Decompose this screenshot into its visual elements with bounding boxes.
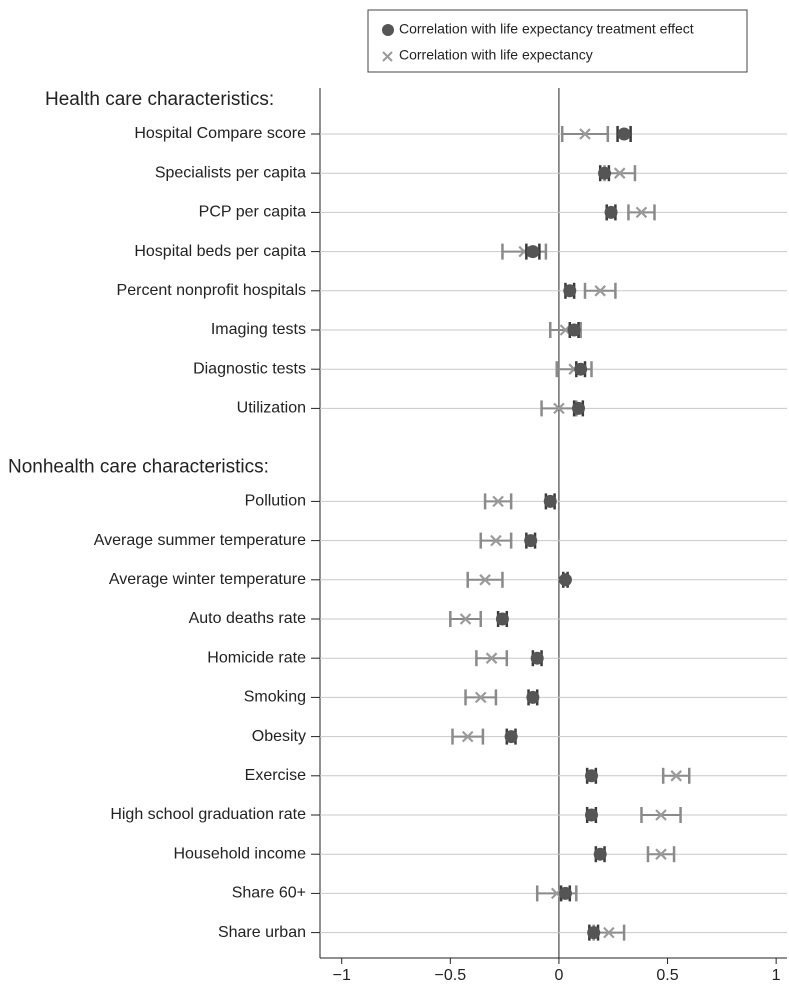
category-label: Hospital Compare score [134, 125, 306, 142]
point [574, 362, 588, 376]
category-label: Utilization [237, 400, 306, 417]
category-label: Pollution [245, 493, 306, 510]
category-label: Imaging tests [211, 321, 306, 338]
category-label: Hospital beds per capita [134, 243, 306, 260]
legend-marker [382, 24, 394, 36]
point [530, 651, 544, 665]
point [571, 401, 585, 415]
section-title: Health care characteristics: [45, 89, 274, 110]
point [459, 613, 472, 625]
section-title: Nonhealth care characteristics: [8, 456, 269, 477]
point [474, 691, 487, 704]
x-tick-label: −1 [333, 967, 351, 984]
x-tick-label: 0.5 [656, 967, 678, 984]
point [563, 284, 577, 298]
x-tick-label: 0 [554, 967, 563, 984]
point [479, 574, 491, 586]
category-label: Obesity [252, 728, 306, 745]
point [617, 127, 631, 141]
point [558, 573, 572, 587]
point [526, 690, 540, 704]
legend-marker [382, 51, 393, 62]
category-label: Auto deaths rate [189, 610, 307, 627]
point [604, 205, 618, 219]
legend-label: Correlation with life expectancy treatme… [399, 21, 694, 37]
category-label: Household income [173, 845, 306, 862]
point [579, 128, 591, 140]
category-label: Percent nonprofit hospitals [117, 282, 306, 299]
point [567, 323, 581, 337]
category-label: Smoking [244, 689, 306, 706]
point [526, 245, 540, 259]
category-label: Average summer temperature [94, 532, 306, 549]
category-label: Specialists per capita [155, 164, 306, 181]
category-label: High school graduation rate [110, 806, 306, 823]
point [598, 166, 612, 180]
point [558, 886, 572, 900]
point [524, 534, 538, 548]
point [655, 848, 667, 860]
category-label: PCP per capita [199, 204, 306, 221]
point [495, 612, 509, 626]
legend-label: Correlation with life expectancy [399, 47, 593, 63]
point [670, 770, 683, 782]
x-tick-label: 1 [772, 967, 781, 984]
point [585, 769, 599, 783]
point [635, 206, 648, 219]
legend-box [367, 9, 748, 73]
point [504, 730, 518, 744]
category-label: Share urban [218, 924, 306, 941]
category-label: Diagnostic tests [193, 360, 306, 377]
point [655, 809, 667, 821]
point [485, 652, 498, 664]
point [490, 534, 502, 547]
point [585, 808, 599, 822]
category-label: Homicide rate [207, 649, 306, 666]
point [594, 285, 606, 297]
point [543, 494, 557, 508]
category-label: Exercise [245, 767, 306, 784]
point [461, 730, 474, 743]
point [492, 495, 504, 508]
point [593, 847, 607, 861]
point [587, 926, 601, 940]
category-label: Share 60+ [232, 885, 306, 902]
x-tick-label: −0.5 [435, 967, 467, 984]
point [603, 926, 615, 939]
point [553, 402, 565, 415]
point [613, 167, 626, 179]
category-label: Average winter temperature [109, 571, 306, 588]
